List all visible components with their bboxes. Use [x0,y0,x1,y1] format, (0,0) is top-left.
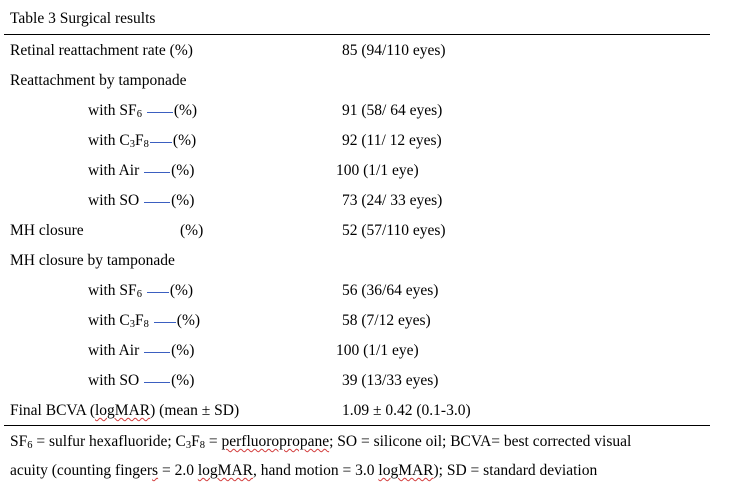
row-reattach-sf6-value: 91 (58/ 64 eyes) [342,102,443,119]
row-retinal-reattachment-value: 85 (94/110 eyes) [342,42,446,59]
gas-label: with Air [88,162,140,179]
gas-subscript: 8 [143,139,149,150]
percent-unit: (%) [169,282,194,299]
gas-label: with SF [88,282,137,299]
row-final-bcva-value: 1.09 ± 0.42 (0.1-3.0) [342,402,471,419]
row-mh-sf6-value: 56 (36/64 eyes) [342,282,439,299]
row-reattach-air-label: with Air (%) [88,162,194,180]
row-reattach-so-label: with SO (%) [88,192,194,210]
fn-sub: 3 [185,440,192,451]
blank-underline [144,171,171,173]
fn-text: ; SO = silicone oil; BCVA= best correcte… [329,433,632,450]
fn-perfluoropropane: perfluoropropane [221,433,330,450]
row-reattach-air-value: 100 (1/1 eye) [336,162,419,179]
gas-label: with SF [88,102,137,119]
blank-underline [149,141,172,143]
row-mh-c3f8-label: with C3F8 (%) [88,312,200,334]
top-rule [4,34,710,35]
fn-text: F [191,433,200,450]
gas-label: with Air [88,342,140,359]
gas-label: with C [88,132,130,149]
gas-subscript: 3 [129,319,136,330]
footnote-line-1: SF6 = sulfur hexafluoride; C3F8 = perflu… [10,433,631,455]
fn-plural-s: s [152,462,159,479]
fn-text: = [205,433,222,450]
row-reattach-sf6-label: with SF6 (%) [88,102,197,124]
row-final-bcva-label: Final BCVA (logMAR) (mean ± SD) [10,402,239,420]
fn-text: , hand motion = 3.0 [252,462,379,479]
fn-text: = 2.0 [158,462,198,479]
percent-unit: (%) [171,192,195,209]
logmar-term: logMAR [95,402,151,419]
fn-text: SD = standard deviation [442,462,598,479]
blank-underline [144,381,171,383]
fn-logmar: logMAR [197,462,253,479]
row-mh-air-label: with Air (%) [88,342,194,360]
row-mh-so-label: with SO (%) [88,372,194,390]
row-reattach-c3f8-value: 92 (11/ 12 eyes) [342,132,442,149]
row-mh-c3f8-value: 58 (7/12 eyes) [342,312,431,329]
row-mh-air-value: 100 (1/1 eye) [336,342,419,359]
fn-text: ); [433,462,443,479]
footnote-line-2: acuity (counting fingers = 2.0 logMAR, h… [10,462,597,480]
percent-unit: (%) [172,132,197,149]
row-mh-closure-value: 52 (57/110 eyes) [342,222,446,239]
percent-unit: (%) [171,342,195,359]
gas-label: with SO [88,372,140,389]
row-reattach-c3f8-label: with C3F8 (%) [88,132,196,154]
gas-label-mid: F [135,312,144,329]
percent-unit: (%) [171,372,195,389]
row-reattach-so-value: 73 (24/ 33 eyes) [342,192,443,209]
gas-subscript: 6 [136,109,142,120]
bottom-rule [4,425,710,426]
percent-unit: (%) [171,162,195,179]
gas-label: with C [88,312,130,329]
blank-underline [146,111,173,113]
fn-sub: 6 [27,440,33,451]
fn-text: = sulfur hexafluoride; C [32,433,186,450]
gas-subscript: 8 [143,319,149,330]
blank-underline [153,321,176,323]
fn-text: acuity (counting finger [10,462,153,479]
gas-label: with SO [88,192,140,209]
row-mh-closure-label: MH closure [10,222,84,239]
fn-sf: SF [10,433,28,450]
fn-logmar: logMAR [378,462,434,479]
gas-subscript: 3 [129,139,136,150]
row-mh-closure-pct: (%) [180,222,204,239]
gas-subscript: 6 [136,289,142,300]
blank-underline [144,351,171,353]
blank-underline [146,291,169,293]
blank-underline [144,201,171,203]
percent-unit: (%) [173,102,198,119]
row-mh-closure-by-tamponade-label: MH closure by tamponade [10,252,175,269]
bcva-label-a: Final BCVA ( [10,402,95,419]
fn-sub: 8 [199,440,205,451]
bcva-label-c: ) (mean ± SD) [150,402,240,419]
percent-unit: (%) [176,312,201,329]
gas-label-mid: F [135,132,144,149]
row-mh-sf6-label: with SF6 (%) [88,282,193,304]
row-retinal-reattachment-label: Retinal reattachment rate (%) [10,42,193,59]
table-caption: Table 3 Surgical results [10,10,156,27]
row-reattachment-by-tamponade-label: Reattachment by tamponade [10,72,187,89]
row-mh-so-value: 39 (13/33 eyes) [342,372,439,389]
